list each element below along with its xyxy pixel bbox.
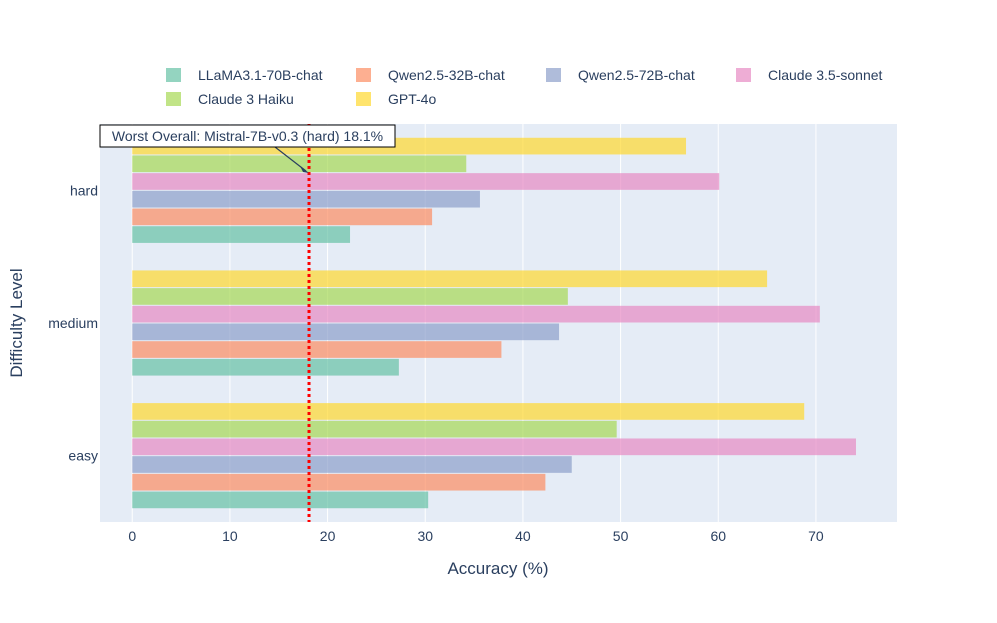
bar-easy-qwen2-5-32b-chat — [132, 473, 546, 491]
legend-swatch — [166, 68, 181, 82]
bar-medium-gpt-4o — [132, 270, 768, 288]
legend-item-gpt-4o[interactable]: GPT-4o — [356, 91, 436, 107]
x-tick-50: 50 — [613, 528, 629, 544]
plot-background — [100, 124, 897, 522]
x-tick-60: 60 — [710, 528, 726, 544]
legend-item-qwen2-5-32b-chat[interactable]: Qwen2.5-32B-chat — [356, 67, 505, 83]
bar-easy-claude-3-haiku — [132, 420, 617, 438]
x-tick-10: 10 — [222, 528, 238, 544]
bar-easy-qwen2-5-72b-chat — [132, 456, 572, 473]
legend-swatch — [736, 68, 751, 82]
bar-medium-claude-3-5-sonnet — [132, 305, 820, 323]
bar-hard-claude-3-haiku — [132, 155, 467, 173]
bar-medium-llama3-1-70b-chat — [132, 358, 399, 376]
legend-item-qwen2-5-72b-chat[interactable]: Qwen2.5-72B-chat — [546, 67, 695, 83]
legend-label: Claude 3 Haiku — [198, 91, 294, 107]
annotation-text: Worst Overall: Mistral-7B-v0.3 (hard) 18… — [112, 128, 383, 144]
y-tick-easy: easy — [68, 448, 98, 464]
legend-label: Qwen2.5-32B-chat — [388, 67, 505, 83]
bars — [132, 137, 856, 509]
bar-medium-qwen2-5-72b-chat — [132, 323, 560, 341]
annotation-box — [99, 124, 396, 148]
bar-easy-gpt-4o — [132, 403, 805, 420]
bar-hard-qwen2-5-32b-chat — [132, 208, 433, 226]
annotation-arrowhead — [300, 166, 310, 173]
legend-item-llama3-1-70b-chat[interactable]: LLaMA3.1-70B-chat — [166, 67, 323, 83]
x-tick-0: 0 — [128, 528, 136, 544]
gridlines — [131, 124, 817, 522]
legend-swatch — [356, 92, 371, 106]
legend-label: Qwen2.5-72B-chat — [578, 67, 695, 83]
legend-label: Claude 3.5-sonnet — [768, 67, 883, 83]
y-tick-labels: easy medium hard — [48, 182, 98, 463]
y-tick-hard: hard — [70, 182, 98, 198]
bar-easy-claude-3-5-sonnet — [132, 438, 856, 456]
legend-swatch — [166, 92, 181, 106]
legend-item-claude-3-5-sonnet[interactable]: Claude 3.5-sonnet — [736, 67, 883, 83]
y-axis-title: Difficulty Level — [7, 268, 26, 377]
y-tick-medium: medium — [48, 315, 98, 331]
legend-swatch — [546, 68, 561, 82]
bar-easy-llama3-1-70b-chat — [132, 491, 429, 509]
bar-medium-qwen2-5-32b-chat — [132, 341, 502, 358]
bar-hard-llama3-1-70b-chat — [132, 226, 351, 243]
x-tick-30: 30 — [417, 528, 433, 544]
bar-hard-claude-3-5-sonnet — [132, 173, 720, 190]
legend: LLaMA3.1-70B-chat Qwen2.5-32B-chat Qwen2.5… — [166, 67, 883, 107]
legend-item-claude-3-haiku[interactable]: Claude 3 Haiku — [166, 91, 294, 107]
bar-medium-claude-3-haiku — [132, 288, 568, 305]
x-tick-labels: 0 10 20 30 40 50 60 70 — [128, 528, 824, 544]
x-tick-70: 70 — [808, 528, 824, 544]
x-tick-20: 20 — [320, 528, 336, 544]
annotation: Worst Overall: Mistral-7B-v0.3 (hard) 18… — [99, 124, 396, 173]
legend-swatch — [356, 68, 371, 82]
legend-label: GPT-4o — [388, 91, 436, 107]
legend-label: LLaMA3.1-70B-chat — [198, 67, 323, 83]
bar-hard-qwen2-5-72b-chat — [132, 190, 480, 208]
x-axis-title: Accuracy (%) — [447, 559, 548, 578]
x-tick-40: 40 — [515, 528, 531, 544]
